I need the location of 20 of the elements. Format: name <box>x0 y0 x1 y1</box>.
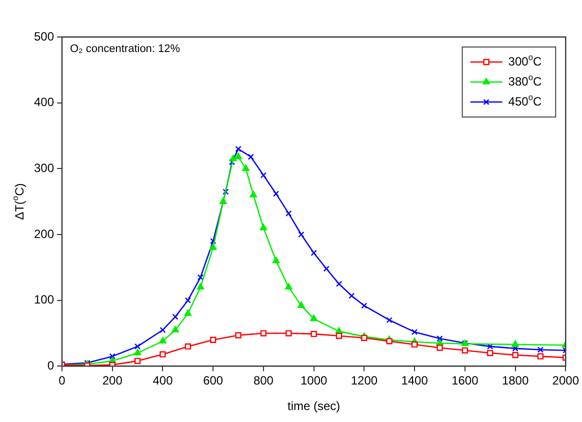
x-tick-label: 600 <box>203 374 224 388</box>
y-tick-label: 0 <box>47 358 54 373</box>
x-tick-label: 1400 <box>401 374 428 388</box>
y-tick-label: 300 <box>34 160 54 175</box>
y-tick-label: 400 <box>34 95 54 110</box>
y-tick-label: 500 <box>34 29 54 44</box>
annotation: O₂ concentration: 12% <box>70 43 180 56</box>
x-tick-label: 1000 <box>300 374 328 388</box>
x-tick-label: 400 <box>152 374 174 388</box>
x-tick-label: 200 <box>102 374 123 388</box>
x-axis-title: time (sec) <box>287 399 340 414</box>
y-tick-label: 100 <box>34 292 54 307</box>
x-tick-label: 800 <box>253 374 274 388</box>
y-tick-label: 200 <box>34 226 54 241</box>
x-tick-label: 1200 <box>350 374 378 388</box>
x-tick-label: 0 <box>58 374 66 388</box>
x-tick-label: 2000 <box>552 374 580 388</box>
x-tick-label: 1600 <box>452 374 479 388</box>
y-axis-title: ΔT(oC) <box>10 183 26 220</box>
x-tick-label: 1800 <box>502 374 529 388</box>
